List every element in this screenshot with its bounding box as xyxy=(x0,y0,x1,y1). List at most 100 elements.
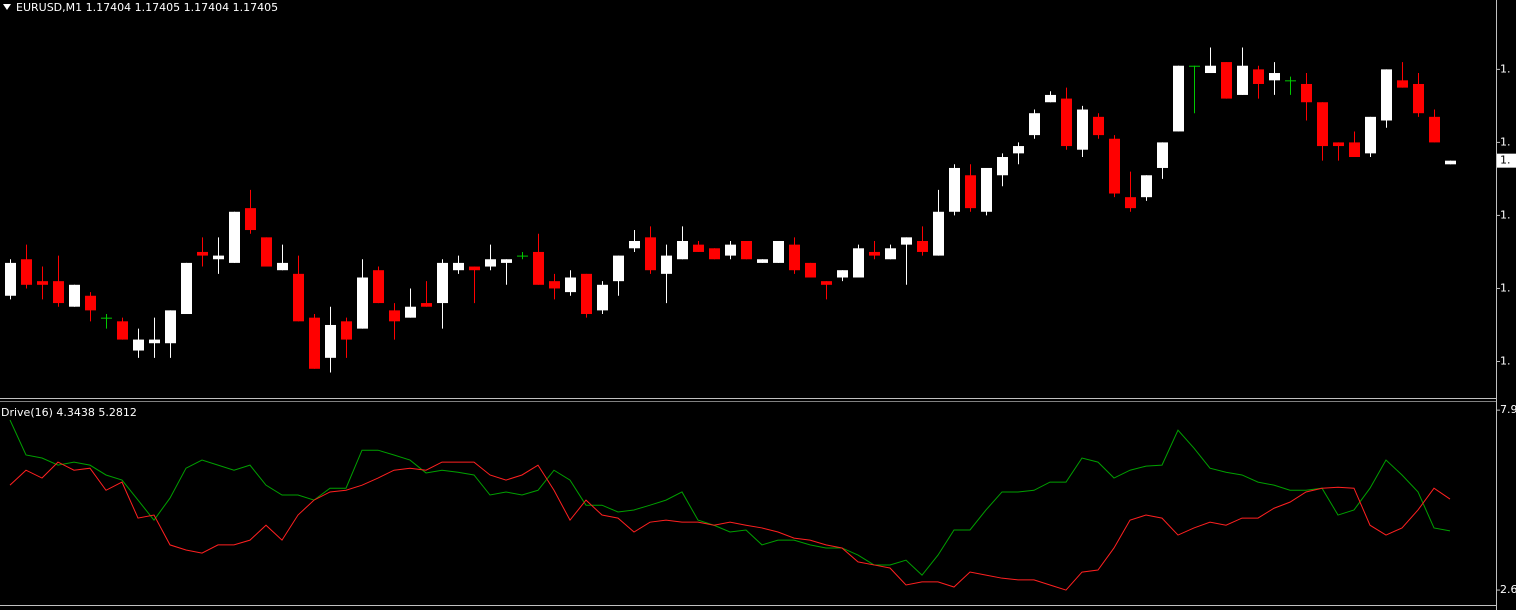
candle-body xyxy=(437,262,448,304)
candle-body xyxy=(549,281,560,289)
y-tick-label: 1. xyxy=(1500,135,1511,148)
candle-body xyxy=(325,324,336,358)
candle-body xyxy=(917,240,928,252)
indicator-line xyxy=(9,461,1451,591)
candle-body xyxy=(469,266,480,271)
candle-body xyxy=(245,208,256,231)
candle-body xyxy=(1077,109,1088,150)
candle-body xyxy=(853,248,864,278)
candle-body xyxy=(53,281,64,304)
candle-body xyxy=(517,255,528,257)
candle-body xyxy=(741,240,752,260)
candle-body xyxy=(1381,69,1392,121)
candle-body xyxy=(341,321,352,340)
candle-body xyxy=(1125,197,1136,209)
candle-body xyxy=(1205,65,1216,74)
candle-body xyxy=(981,167,992,212)
candle-body xyxy=(949,167,960,212)
candle-body xyxy=(1445,160,1456,165)
candle-body xyxy=(5,262,16,296)
candle-body xyxy=(117,321,128,340)
candle-body xyxy=(149,339,160,344)
candle-body xyxy=(997,157,1008,176)
candle-body xyxy=(1061,98,1072,147)
candle-body xyxy=(613,255,624,282)
candle-body xyxy=(1317,102,1328,147)
candle-body xyxy=(1093,116,1104,136)
candle-body xyxy=(677,240,688,260)
candle-body xyxy=(197,251,208,256)
chart-title: EURUSD,M1 1.17404 1.17405 1.17404 1.1740… xyxy=(16,1,278,14)
candle-body xyxy=(229,211,240,263)
candle-body xyxy=(405,306,416,318)
y-tick-label: 1. xyxy=(1500,354,1511,367)
candle-body xyxy=(869,251,880,256)
candle-body xyxy=(581,273,592,315)
candle-body xyxy=(181,262,192,315)
candle-body xyxy=(1349,142,1360,158)
candle-body xyxy=(421,303,432,307)
candle-body xyxy=(261,237,272,267)
candle-body xyxy=(757,259,768,263)
candle-body xyxy=(1269,73,1280,81)
candle-body xyxy=(725,244,736,256)
candle-body xyxy=(213,255,224,260)
y-tick-label: 1. xyxy=(1500,281,1511,294)
candle-body xyxy=(965,175,976,209)
indicator-title: Drive(16) 4.3438 5.2812 xyxy=(1,406,137,419)
candle-body xyxy=(293,273,304,322)
candle-body xyxy=(277,262,288,271)
candle-body xyxy=(1397,80,1408,88)
candle-body xyxy=(1365,116,1376,154)
candle-body xyxy=(37,281,48,285)
candle-body xyxy=(885,248,896,260)
candle-body xyxy=(661,255,672,274)
candle-body xyxy=(85,295,96,311)
candle-body xyxy=(1045,94,1056,103)
candle-body xyxy=(21,259,32,285)
candle-body xyxy=(485,259,496,267)
candle-body xyxy=(901,237,912,245)
candle-body xyxy=(1173,65,1184,132)
candle-body xyxy=(1253,69,1264,84)
candle-body xyxy=(693,244,704,252)
candle-body xyxy=(1429,116,1440,143)
candle-body xyxy=(133,339,144,351)
candle-body xyxy=(773,240,784,263)
candle-body xyxy=(597,284,608,311)
candle-body xyxy=(1333,142,1344,147)
candle-body xyxy=(709,248,720,260)
current-price-label: 1. xyxy=(1500,154,1511,167)
candle-body xyxy=(645,237,656,271)
candle-body xyxy=(1109,138,1120,194)
y-tick-label: 1. xyxy=(1500,62,1511,75)
y-tick-label: 7.9 xyxy=(1500,403,1516,416)
candle-body xyxy=(1029,113,1040,136)
candle-body xyxy=(1013,146,1024,154)
candle-body xyxy=(389,310,400,322)
candle-body xyxy=(821,281,832,285)
candle-body xyxy=(1413,83,1424,114)
y-tick-label: 2.6 xyxy=(1500,583,1516,596)
candle-body xyxy=(1141,175,1152,198)
candle-body xyxy=(789,244,800,271)
candle-body xyxy=(533,251,544,285)
candle-body xyxy=(1237,65,1248,95)
candle-body xyxy=(501,259,512,263)
y-tick-label: 1. xyxy=(1500,208,1511,221)
candle-body xyxy=(837,270,848,278)
candle-body xyxy=(1157,142,1168,168)
candle-body xyxy=(309,317,320,369)
candle-body xyxy=(1189,65,1200,67)
candle-body xyxy=(1221,62,1232,99)
indicator-line xyxy=(9,419,1451,576)
current-price-box xyxy=(1497,153,1516,168)
candle-body xyxy=(565,277,576,293)
candle-body xyxy=(101,317,112,319)
candle-body xyxy=(357,277,368,329)
candle-body xyxy=(933,211,944,256)
menu-triangle[interactable] xyxy=(3,4,11,10)
